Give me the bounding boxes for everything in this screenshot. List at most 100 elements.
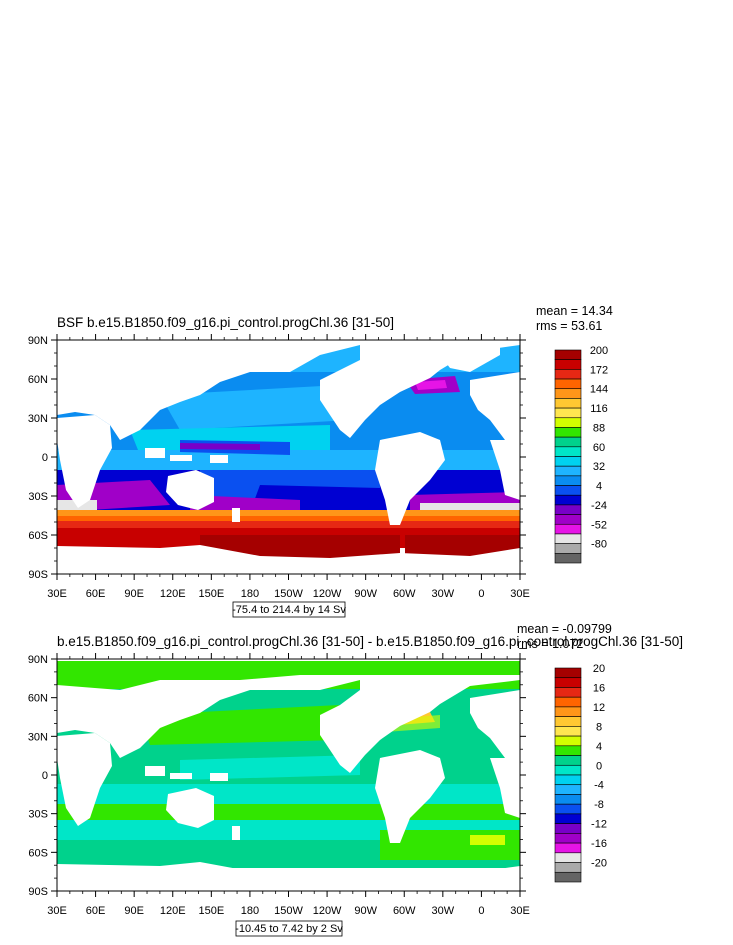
colorbar-swatch [554,388,582,399]
colorbar-swatch [554,543,582,554]
lon-label: 60W [393,588,416,600]
colorbar-swatch [554,369,582,380]
panel-2-info-label: -10.45 to 7.42 by 2 Sv [235,923,343,935]
colorbar-swatch [554,677,582,688]
colorbar-swatch [554,813,582,824]
panel-1-axes: 90N 60N 30N 0 30S 60S 90S 30E 60E 90E 120E 150E 180 1… [28,334,530,600]
colorbar-label: -52 [591,519,607,531]
colorbar-swatch [554,755,582,766]
colorbar-swatch [554,553,582,564]
colorbar-swatch [554,349,582,360]
lon-label: 60W [393,905,416,917]
colorbar-label: 116 [590,403,608,415]
colorbar-label: -80 [591,539,607,551]
colorbar-label: 4 [596,481,602,493]
colorbar-swatch [554,803,582,815]
colorbar-swatch [554,745,582,756]
lon-label: 150W [274,588,303,600]
panel-1-mean: mean = 14.34 [536,304,613,318]
colorbar-label: 4 [596,741,602,753]
lon-label: 60E [86,905,106,917]
colorbar-label: 88 [593,422,605,434]
colorbar-label: 200 [590,345,608,357]
panel-1-rms: rms = 53.61 [536,319,602,333]
lon-label: 60E [86,588,106,600]
colorbar-label: 60 [593,442,605,454]
colorbar-swatch [554,427,582,438]
panel-2-colorbar: 20 16 12 8 4 0 -4 -8 -12 -16 -20 [554,663,607,883]
lat-label: 60N [28,693,48,705]
lon-label: 30E [510,905,530,917]
colorbar-swatch [554,407,582,419]
lat-label: 60S [28,847,48,859]
panel-1-info-label: -75.4 to 214.4 by 14 Sv [232,604,346,616]
colorbar-label: 8 [596,721,602,733]
lon-label: 150E [198,588,224,600]
lon-label: 0 [478,905,484,917]
colorbar-swatch [554,862,582,873]
lon-label: 0 [478,588,484,600]
panel-2-map [57,659,520,891]
colorbar-label: -4 [594,780,604,792]
lat-label: 0 [42,770,48,782]
colorbar-label: 16 [593,682,605,694]
colorbar-swatch [554,494,582,506]
lat-label: 30N [28,413,48,425]
colorbar-swatch [554,398,582,409]
panel-2-title: b.e15.B1850.f09_g16.pi_control.progChl.3… [57,634,683,649]
colorbar-swatch [554,784,582,795]
colorbar-label: 0 [596,760,602,772]
panel-2-info-box [235,920,343,937]
lat-label: 90S [28,569,48,581]
lon-label: 30E [47,588,67,600]
lon-label: 120E [160,905,186,917]
colorbar-swatch [554,359,582,370]
colorbar-swatch [554,764,582,776]
colorbar-swatch [554,533,582,544]
colorbar-swatch [554,774,582,786]
lon-label: 120E [160,588,186,600]
colorbar-swatch [554,475,582,486]
colorbar-label: 172 [590,364,608,376]
colorbar-swatch [554,716,582,727]
lon-label: 30W [432,905,455,917]
lon-label: 30E [510,588,530,600]
lat-label: 60S [28,530,48,542]
colorbar-swatch [554,436,582,448]
colorbar-swatch [554,378,582,390]
lat-label: 30S [28,491,48,503]
colorbar-label: -8 [594,799,604,811]
colorbar-swatch [554,523,582,535]
lon-label: 30W [432,588,455,600]
lon-label: 30E [47,905,67,917]
lat-label: 60N [28,374,48,386]
panel-2-rms: rms = 1.072 [517,637,583,651]
lon-label: 150W [274,905,303,917]
lat-label: 0 [42,452,48,464]
colorbar-label: 32 [593,461,605,473]
colorbar-swatch [554,794,582,805]
colorbar-swatch [554,667,582,679]
lon-label: 180 [241,588,259,600]
panel-1-map [57,340,520,574]
lon-label: 180 [241,905,259,917]
lon-label: 120W [313,588,342,600]
colorbar-label: -20 [591,858,607,870]
panel-1: BSF b.e15.B1850.f09_g16.pi_control.progC… [28,304,613,618]
lat-label: 30S [28,809,48,821]
lon-label: 90W [354,905,377,917]
lon-label: 90E [124,588,144,600]
colorbar-swatch [554,735,582,747]
colorbar-swatch [554,514,582,525]
colorbar-swatch [554,726,582,737]
colorbar-label: -16 [591,838,607,850]
colorbar-label: -24 [591,500,607,512]
panel-1-colorbar: 200 172 144 116 88 60 32 4 -24 -52 -80 [554,345,608,564]
colorbar-label: 12 [593,702,605,714]
colorbar-swatch [554,504,582,515]
colorbar-swatch [554,823,582,834]
lon-label: 120W [313,905,342,917]
panel-2-axes: 90N 60N 30N 0 30S 60S 90S 30E 60E 90E 120E 150E 180 1… [28,653,530,917]
colorbar-swatch [554,706,582,717]
